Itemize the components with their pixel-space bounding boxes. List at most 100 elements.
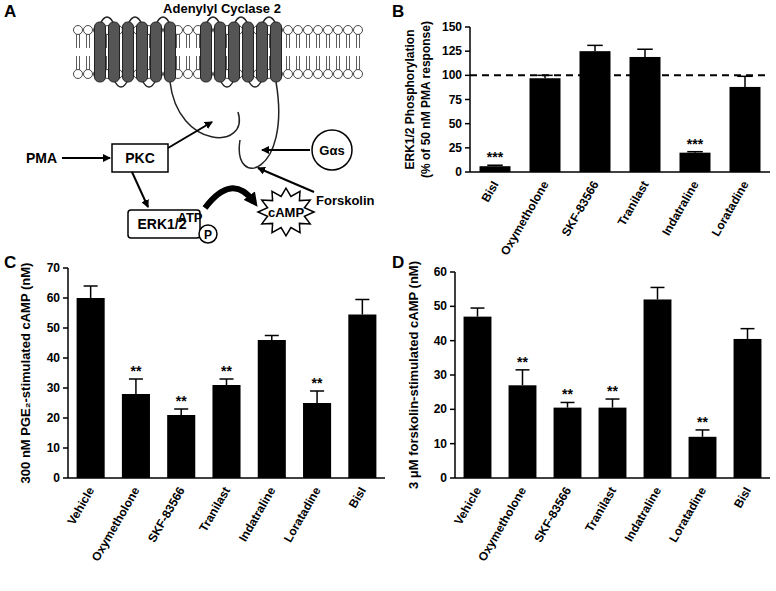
lipid-tail [226,34,227,48]
lipid-tail [349,56,350,70]
lipid-head [344,26,353,35]
lipid-head [284,26,293,35]
x-tick-label: Tranilast [196,485,233,535]
lipid-tail [189,34,190,48]
lipid-tail [189,56,190,70]
significance: ** [221,363,232,379]
x-tick-label: Loratadine [281,484,324,544]
lipid-tail [326,34,327,48]
lipid-tail [346,56,347,70]
lipid-head [304,70,313,79]
bar [630,57,661,172]
error-bar [567,402,569,407]
lipid-tail [339,56,340,70]
bar [530,78,561,172]
y-tick [63,357,68,359]
helix [123,22,134,82]
y-tick [465,123,470,125]
lipid-tail [329,56,330,70]
error-bar [644,49,646,57]
y-axis-label: ERK1/2 Phosphorylation [403,29,417,169]
panel-chart: BERK1/2 Phosphorylation(% of 50 nM PMA r… [392,2,770,258]
node-label: P [204,228,212,242]
y-tick [63,297,68,299]
lipid-tail [196,34,197,48]
error-cap [84,285,98,287]
lipid-head [304,26,313,35]
x-tick-label: Indatraline [659,178,702,238]
bar [644,299,672,478]
y-tick [450,271,455,273]
x-tick-label: Oxymetholone [475,484,529,563]
lipid-head [324,70,333,79]
significance: ** [562,386,573,402]
lipid-tail [269,34,270,48]
y-tick-label: 70 [47,261,61,275]
significance: *** [487,149,504,165]
bar [734,339,762,478]
lipid-tail [149,56,150,70]
lipid-head [284,70,293,79]
bar [580,51,611,172]
lipid-head [74,70,83,79]
reference-line [470,74,770,76]
lipid-tail [329,34,330,48]
panel-chart: D3 μM forskolin-stimulated cAMP (nM)0102… [392,253,770,564]
lipid-tail [149,34,150,48]
significance: ** [517,354,528,370]
y-tick-label: 30 [434,368,448,382]
bar [167,415,195,478]
helix [243,22,254,82]
y-tick [450,374,455,376]
bar [77,298,105,478]
helix [95,22,106,82]
helix [137,22,148,82]
lipid-tail [176,34,177,48]
lipid-tail [176,56,177,70]
lipid-head [334,26,343,35]
x-tick-label: SKF-83566 [559,178,602,238]
lipid-tail [316,56,317,70]
lipid-tail [306,34,307,48]
lipid-head [324,26,333,35]
x-tick-label: Indatraline [236,484,279,544]
error-bar [362,300,364,315]
lipid-tail [196,56,197,70]
y-tick [63,327,68,329]
helix [201,22,212,82]
lipid-head [84,70,93,79]
node-label: PMA [26,150,57,166]
lipid-tail [179,34,180,48]
significance: ** [607,383,618,399]
arrow [62,157,110,159]
x-tick-label: Indatraline [622,484,665,544]
bar [258,340,286,478]
error-bar [226,379,228,385]
y-tick [63,387,68,389]
bar [730,87,761,172]
gas-circle [312,130,352,170]
error-cap [741,328,755,330]
error-bar [522,370,524,385]
helix [165,22,176,82]
error-cap [471,307,485,309]
error-cap [737,76,753,78]
y-tick-label: 0 [455,165,462,179]
x-tick-label: BisI [478,179,501,205]
panel-label: C [4,253,16,272]
lipid-head [74,26,83,35]
y-tick-label: 75 [449,93,463,107]
lipid-tail [89,34,90,48]
x-tick-label: Oxymetholone [498,178,552,257]
y-axis [67,268,69,478]
lipid-tail [346,34,347,48]
x-tick-label: SKF-83566 [145,484,188,544]
lipid-tail [179,56,180,70]
x-axis [470,171,770,173]
significance: ** [697,414,708,430]
bar [464,317,492,478]
y-axis-label: 300 nM PGE₂-stimulated cAMP (nM) [18,263,33,484]
lipid-tail [356,34,357,48]
lipid-tail [336,34,337,48]
node-label: ATP [177,210,202,225]
